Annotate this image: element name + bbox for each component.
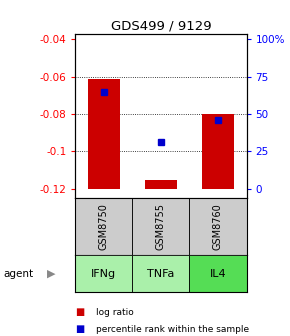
Bar: [202, 114, 234, 189]
Bar: [189, 255, 246, 292]
Bar: [133, 198, 189, 255]
Bar: [189, 198, 246, 255]
Text: GSM8750: GSM8750: [99, 203, 109, 250]
Text: ▶: ▶: [46, 269, 55, 279]
Text: GSM8755: GSM8755: [156, 203, 166, 250]
Text: GSM8760: GSM8760: [213, 203, 223, 250]
Text: ■: ■: [75, 307, 85, 318]
Text: log ratio: log ratio: [96, 308, 133, 317]
Bar: [145, 179, 177, 189]
Text: IL4: IL4: [210, 269, 226, 279]
Text: percentile rank within the sample: percentile rank within the sample: [96, 325, 249, 334]
Bar: [75, 255, 133, 292]
Title: GDS499 / 9129: GDS499 / 9129: [111, 19, 211, 33]
Text: IFNg: IFNg: [91, 269, 117, 279]
Text: agent: agent: [3, 269, 33, 279]
Text: TNFa: TNFa: [147, 269, 175, 279]
Text: ■: ■: [75, 324, 85, 334]
Bar: [75, 198, 133, 255]
Bar: [88, 79, 119, 189]
Bar: [133, 255, 189, 292]
